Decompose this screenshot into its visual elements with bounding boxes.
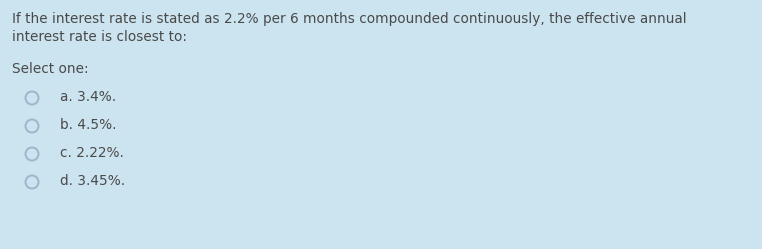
Text: If the interest rate is stated as 2.2% per 6 months compounded continuously, the: If the interest rate is stated as 2.2% p… (12, 12, 687, 26)
Text: a. 3.4%.: a. 3.4%. (60, 90, 116, 104)
Text: interest rate is closest to:: interest rate is closest to: (12, 30, 187, 44)
Text: Select one:: Select one: (12, 62, 88, 76)
Text: b. 4.5%.: b. 4.5%. (60, 118, 117, 132)
Text: c. 2.22%.: c. 2.22%. (60, 146, 124, 160)
Text: d. 3.45%.: d. 3.45%. (60, 174, 125, 188)
